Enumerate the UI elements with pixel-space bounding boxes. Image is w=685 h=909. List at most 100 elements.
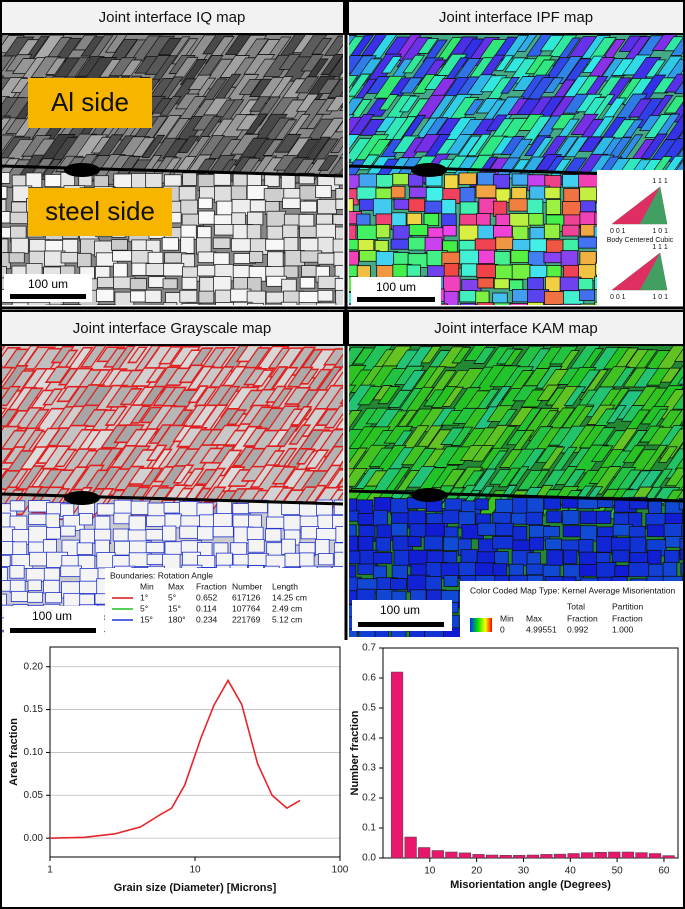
table-header: Partition [612,601,643,611]
grain [561,224,580,237]
grain [450,426,474,446]
y-tick-label: 0.10 [24,747,44,758]
grain [474,498,489,511]
table-header: Number [232,581,262,591]
grain [304,449,330,469]
scale-line [10,628,96,633]
table-header: Min [140,581,154,591]
grain [460,549,478,564]
grain [495,236,514,250]
scale-bar: 100 um 100 um 100 um 100 um [4,274,452,637]
grain [79,513,93,526]
grain [334,409,343,430]
grain [442,551,458,565]
grain [325,95,343,112]
grain [680,562,683,576]
grain [544,538,563,551]
grain [478,249,496,264]
grain [425,175,443,187]
y-tick-label: 0.15 [24,704,44,715]
grain [265,528,282,542]
grain [94,515,111,531]
grain [402,54,426,74]
pole: 0 0 1 [610,228,626,235]
grain [112,250,135,262]
grain [281,538,296,555]
interface [349,489,683,503]
grain [46,527,61,540]
grain [244,113,268,135]
grain [182,172,197,186]
grain [526,198,544,216]
grain [97,304,116,305]
bar [404,836,417,859]
grain [333,551,343,569]
grain [10,590,29,602]
grain [323,35,343,56]
grain [611,367,636,388]
table-header: Fraction [612,613,643,623]
grain [289,406,313,426]
y-tick-label: 0.00 [24,833,44,844]
grain [140,467,164,487]
grain [199,276,215,293]
grain [375,224,391,239]
grain [60,525,76,537]
grain [249,199,267,213]
bar [513,855,526,859]
grain [332,214,343,226]
grain [373,552,393,565]
grain [663,95,683,114]
grain [577,236,598,249]
grain [282,197,301,209]
grain [334,278,343,293]
grain [357,535,374,552]
grain [670,35,683,56]
bar [445,851,458,859]
grain [2,366,14,395]
table-header: Fraction [196,581,227,591]
grain [79,593,95,606]
grain [443,262,460,279]
grain [495,522,514,537]
grain [477,277,494,289]
grain [212,237,231,249]
grain [262,139,284,156]
grain [407,535,422,547]
grain [678,497,683,511]
grain [246,224,262,240]
grain [178,364,205,384]
grain [215,302,238,305]
bar [486,854,499,859]
grain [459,249,481,265]
grain [104,405,128,426]
grain [27,301,51,305]
grain [390,185,406,199]
y-tick-label: 0.0 [362,853,376,864]
grain [349,35,357,62]
grain [644,59,667,78]
panel-title: Joint interface Grayscale map [73,320,271,337]
grain [162,278,178,290]
grain [230,238,252,252]
grain [180,199,199,217]
x-axis-label: Grain size (Diameter) [Microns] [114,882,277,894]
grain [441,386,465,407]
grain [2,266,7,281]
table-header: Total [567,601,585,611]
grain [579,510,597,525]
grain [425,187,444,204]
grain [460,302,476,305]
grain [376,174,394,188]
grain [511,263,533,280]
grain [280,301,298,305]
grain [349,198,354,213]
grain [249,251,264,263]
grain [408,224,429,236]
grain [334,226,343,241]
grain [445,133,473,155]
grain [493,174,510,189]
table-header: Max [168,581,185,591]
y-tick-label: 0.05 [24,790,44,801]
scale-label: 100 um [28,277,68,291]
